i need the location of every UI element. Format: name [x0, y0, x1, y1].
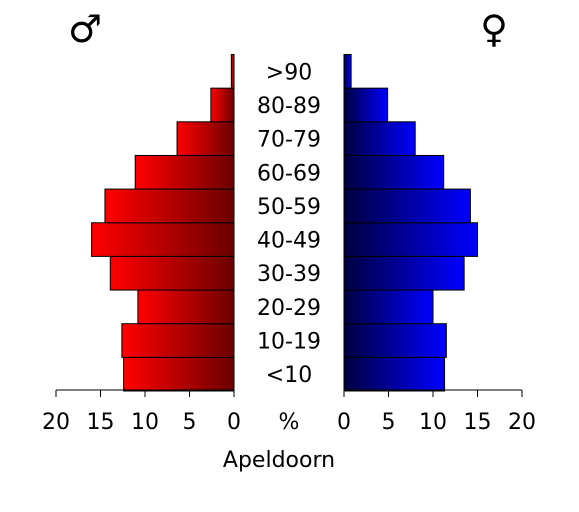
female-bar [343, 188, 471, 224]
female-axis: 0 5 10 15 20 [337, 389, 536, 435]
age-group-label: <10 [266, 363, 312, 388]
male-bar [91, 222, 235, 257]
female-bar [343, 255, 465, 291]
age-group-label: 80-89 [257, 94, 321, 119]
age-group-label: 30-39 [257, 262, 321, 287]
age-group-labels: <10 10-19 20-29 30-39 40-49 50-59 60-69 70-79 80… [257, 60, 321, 388]
male-bar [104, 188, 235, 224]
age-group-label: 60-69 [257, 161, 321, 186]
axis-tick-label: 0 [337, 410, 351, 435]
axis-tick-label: 10 [131, 410, 159, 435]
male-bar [176, 121, 235, 156]
age-group-label: 10-19 [257, 330, 321, 355]
female-bar [343, 289, 434, 325]
male-bars [91, 54, 235, 392]
age-group-label: 40-49 [257, 229, 321, 254]
axis-tick-label: 5 [183, 410, 197, 435]
female-bar [343, 121, 416, 156]
age-group-label: >90 [266, 60, 312, 85]
axis-tick-label: 0 [227, 410, 241, 435]
chart-title: Apeldoorn [223, 448, 335, 473]
male-bar [134, 154, 235, 190]
female-bar [343, 154, 445, 190]
female-bar [343, 87, 389, 123]
age-group-label: 20-29 [257, 296, 321, 321]
female-symbol-label: ♀ [480, 7, 508, 51]
male-bar [109, 255, 235, 291]
center-unit-label: % [279, 410, 300, 435]
axis-tick-label: 10 [419, 410, 447, 435]
female-bar [343, 54, 352, 89]
female-bar [343, 356, 446, 392]
axis-tick-label: 5 [382, 410, 396, 435]
male-bar [137, 289, 235, 325]
male-bar [210, 87, 235, 123]
axis-tick-label: 20 [508, 410, 536, 435]
axis-tick-label: 20 [42, 410, 70, 435]
age-group-label: 50-59 [257, 195, 321, 220]
axis-tick-label: 15 [87, 410, 115, 435]
male-bar [121, 323, 235, 358]
male-axis: 0 5 10 15 20 [42, 389, 241, 435]
female-bar [343, 323, 447, 358]
male-bar [123, 356, 235, 392]
female-bars [343, 54, 478, 392]
male-bar [230, 54, 235, 89]
male-symbol-label: ♂ [68, 7, 102, 51]
axis-tick-label: 15 [464, 410, 492, 435]
female-bar [343, 222, 478, 257]
age-group-label: 70-79 [257, 128, 321, 153]
